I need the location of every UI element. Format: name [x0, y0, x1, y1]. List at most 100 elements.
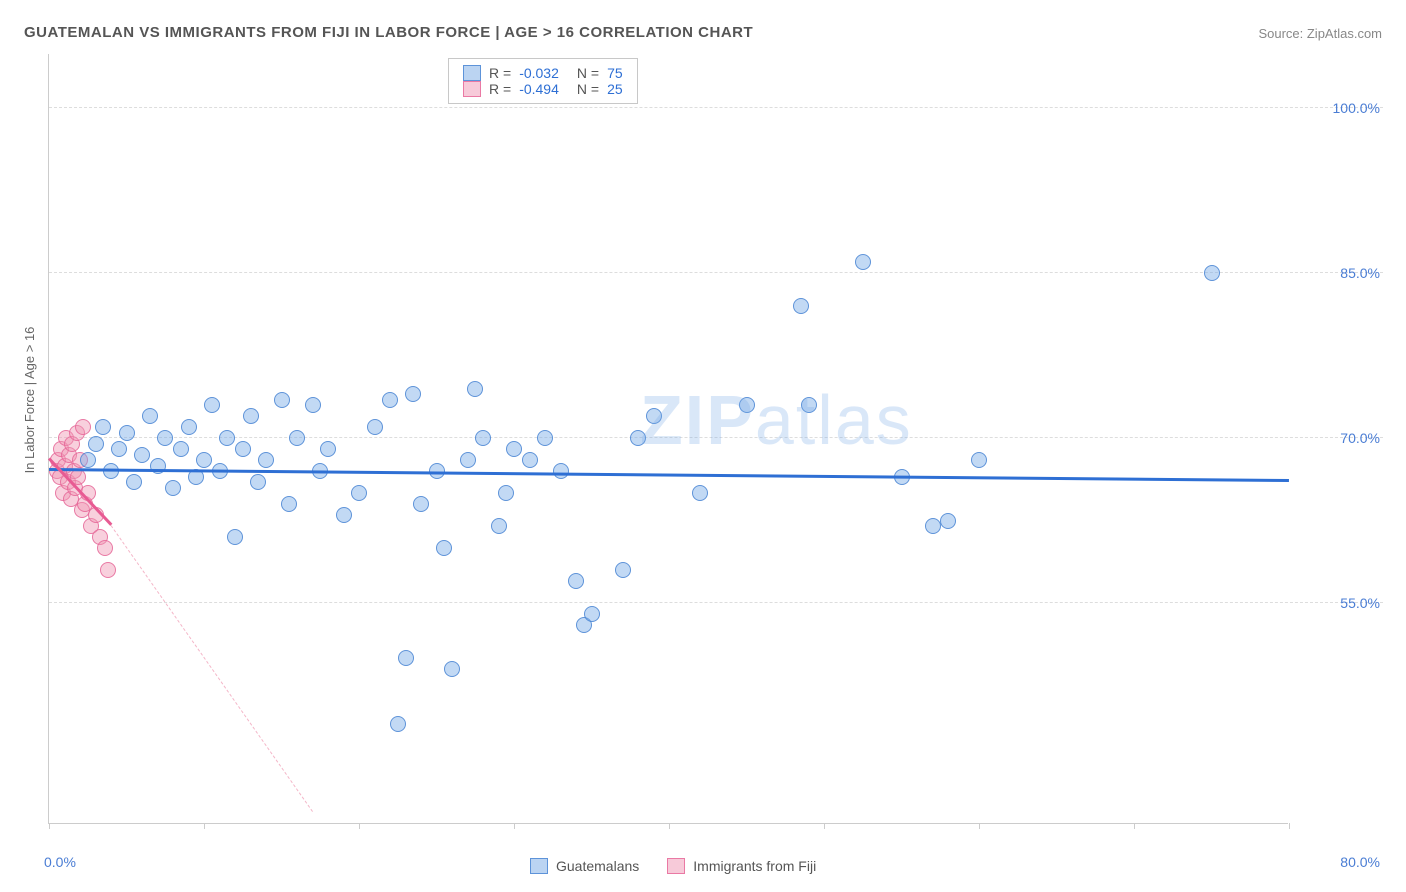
scatter-point-blue — [398, 650, 414, 666]
scatter-point-blue — [204, 397, 220, 413]
scatter-point-blue — [971, 452, 987, 468]
legend-n-label: N = — [577, 65, 599, 81]
chart-title: GUATEMALAN VS IMMIGRANTS FROM FIJI IN LA… — [24, 24, 753, 41]
x-tick — [49, 823, 50, 829]
scatter-point-blue — [855, 254, 871, 270]
scatter-point-blue — [801, 397, 817, 413]
legend-r-label: R = — [489, 65, 511, 81]
x-tick — [359, 823, 360, 829]
legend-r-label: R = — [489, 81, 511, 97]
scatter-point-blue — [382, 392, 398, 408]
scatter-point-blue — [1204, 265, 1220, 281]
x-tick — [979, 823, 980, 829]
scatter-point-blue — [506, 441, 522, 457]
scatter-point-blue — [320, 441, 336, 457]
scatter-point-blue — [157, 430, 173, 446]
legend-item-pink: Immigrants from Fiji — [667, 858, 816, 874]
scatter-point-blue — [467, 381, 483, 397]
scatter-point-blue — [475, 430, 491, 446]
legend-row-pink: R = -0.494 N = 25 — [463, 81, 623, 97]
scatter-point-blue — [568, 573, 584, 589]
scatter-point-blue — [498, 485, 514, 501]
scatter-point-blue — [491, 518, 507, 534]
x-tick — [824, 823, 825, 829]
scatter-point-blue — [289, 430, 305, 446]
scatter-point-blue — [390, 716, 406, 732]
scatter-point-blue — [111, 441, 127, 457]
scatter-point-blue — [142, 408, 158, 424]
scatter-point-blue — [351, 485, 367, 501]
y-tick-label: 100.0% — [1300, 100, 1380, 116]
scatter-point-blue — [281, 496, 297, 512]
swatch-pink-icon — [667, 858, 685, 874]
scatter-point-blue — [367, 419, 383, 435]
plot-area: 55.0%70.0%85.0%100.0% — [48, 54, 1288, 824]
scatter-point-blue — [134, 447, 150, 463]
scatter-point-blue — [219, 430, 235, 446]
scatter-point-blue — [274, 392, 290, 408]
scatter-point-blue — [80, 452, 96, 468]
gridline — [49, 437, 1383, 438]
scatter-point-blue — [444, 661, 460, 677]
scatter-point-blue — [692, 485, 708, 501]
scatter-point-blue — [336, 507, 352, 523]
scatter-point-blue — [95, 419, 111, 435]
scatter-point-blue — [630, 430, 646, 446]
legend-item-blue: Guatemalans — [530, 858, 639, 874]
scatter-point-pink — [75, 419, 91, 435]
x-tick — [1289, 823, 1290, 829]
scatter-point-blue — [181, 419, 197, 435]
scatter-point-blue — [227, 529, 243, 545]
scatter-point-blue — [235, 441, 251, 457]
trend-line-blue — [49, 468, 1289, 482]
x-tick — [204, 823, 205, 829]
scatter-point-blue — [165, 480, 181, 496]
legend-n-pink: 25 — [607, 81, 623, 97]
legend-n-label: N = — [577, 81, 599, 97]
scatter-point-blue — [522, 452, 538, 468]
scatter-point-blue — [258, 452, 274, 468]
y-axis-title: In Labor Force | Age > 16 — [22, 327, 37, 474]
legend-label-blue: Guatemalans — [556, 858, 639, 874]
x-tick — [669, 823, 670, 829]
scatter-point-pink — [97, 540, 113, 556]
y-tick-label: 85.0% — [1300, 265, 1380, 281]
scatter-point-blue — [405, 386, 421, 402]
scatter-point-blue — [436, 540, 452, 556]
swatch-blue-icon — [530, 858, 548, 874]
gridline — [49, 107, 1383, 108]
scatter-point-blue — [940, 513, 956, 529]
legend-series: Guatemalans Immigrants from Fiji — [530, 858, 816, 874]
scatter-point-blue — [196, 452, 212, 468]
x-axis-max-label: 80.0% — [1340, 854, 1380, 870]
scatter-point-pink — [100, 562, 116, 578]
gridline — [49, 602, 1383, 603]
x-tick — [514, 823, 515, 829]
x-axis-min-label: 0.0% — [44, 854, 76, 870]
legend-r-blue: -0.032 — [519, 65, 559, 81]
x-tick — [1134, 823, 1135, 829]
scatter-point-blue — [126, 474, 142, 490]
scatter-point-blue — [119, 425, 135, 441]
scatter-point-blue — [553, 463, 569, 479]
scatter-point-blue — [584, 606, 600, 622]
scatter-point-blue — [793, 298, 809, 314]
scatter-point-blue — [250, 474, 266, 490]
legend-r-pink: -0.494 — [519, 81, 559, 97]
scatter-point-blue — [615, 562, 631, 578]
scatter-point-blue — [173, 441, 189, 457]
scatter-point-blue — [537, 430, 553, 446]
scatter-point-blue — [243, 408, 259, 424]
scatter-point-blue — [925, 518, 941, 534]
swatch-pink-icon — [463, 81, 481, 97]
scatter-point-blue — [413, 496, 429, 512]
y-tick-label: 55.0% — [1300, 595, 1380, 611]
scatter-point-blue — [88, 436, 104, 452]
scatter-point-blue — [646, 408, 662, 424]
scatter-point-blue — [739, 397, 755, 413]
scatter-point-blue — [305, 397, 321, 413]
legend-correlation: R = -0.032 N = 75 R = -0.494 N = 25 — [448, 58, 638, 104]
swatch-blue-icon — [463, 65, 481, 81]
gridline — [49, 272, 1383, 273]
y-tick-label: 70.0% — [1300, 430, 1380, 446]
